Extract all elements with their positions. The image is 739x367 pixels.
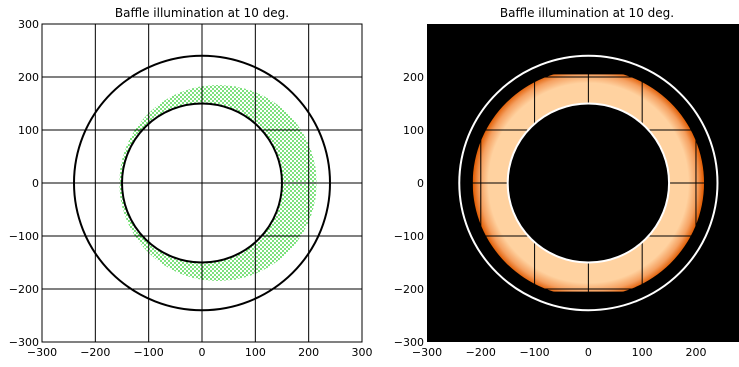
- chart-left: Baffle illumination at 10 deg. −300 −200 −…: [9, 6, 373, 359]
- y-tick-label: 300: [18, 18, 39, 31]
- y-tick-label: −200: [9, 283, 39, 296]
- y-tick-label: 0: [417, 177, 424, 190]
- x-tick-label: 200: [685, 346, 706, 359]
- plot-frame: [41, 23, 363, 343]
- y-tick-label: −100: [394, 230, 424, 243]
- baffle-inner-edge: [121, 102, 283, 264]
- x-tick-label: 0: [585, 346, 592, 359]
- y-tick-label: 200: [403, 71, 424, 84]
- y-tick-label: −300: [9, 336, 39, 349]
- baffle-outer-edge: [73, 54, 331, 312]
- x-tick-label: 200: [298, 346, 319, 359]
- x-tick-label: −200: [466, 346, 496, 359]
- x-tick-label: 100: [245, 346, 266, 359]
- x-tick-label: −300: [27, 346, 57, 359]
- chart-title: Baffle illumination at 10 deg.: [115, 6, 289, 20]
- chart-right: Baffle illumination at 10 deg. −300 −200 −…: [394, 6, 739, 359]
- y-tick-label: −100: [9, 230, 39, 243]
- y-tick-label: 100: [403, 124, 424, 137]
- y-tick-label: −300: [394, 336, 424, 349]
- baffle-inner-edge: [506, 102, 671, 264]
- x-tick-label: 300: [352, 346, 373, 359]
- y-tick-label: −200: [394, 283, 424, 296]
- y-tick-label: 100: [18, 124, 39, 137]
- baffle-outer-edge: [458, 54, 719, 312]
- x-tick-label: −200: [80, 346, 110, 359]
- chart-title: Baffle illumination at 10 deg.: [500, 6, 674, 20]
- ray-footprint: [119, 84, 317, 282]
- y-tick-label: 0: [32, 177, 39, 190]
- x-tick-label: −300: [412, 346, 442, 359]
- x-tick-label: 0: [199, 346, 206, 359]
- x-tick-label: −100: [134, 346, 164, 359]
- x-tick-label: 100: [632, 346, 653, 359]
- x-tick-label: −100: [519, 346, 549, 359]
- y-tick-label: 200: [18, 71, 39, 84]
